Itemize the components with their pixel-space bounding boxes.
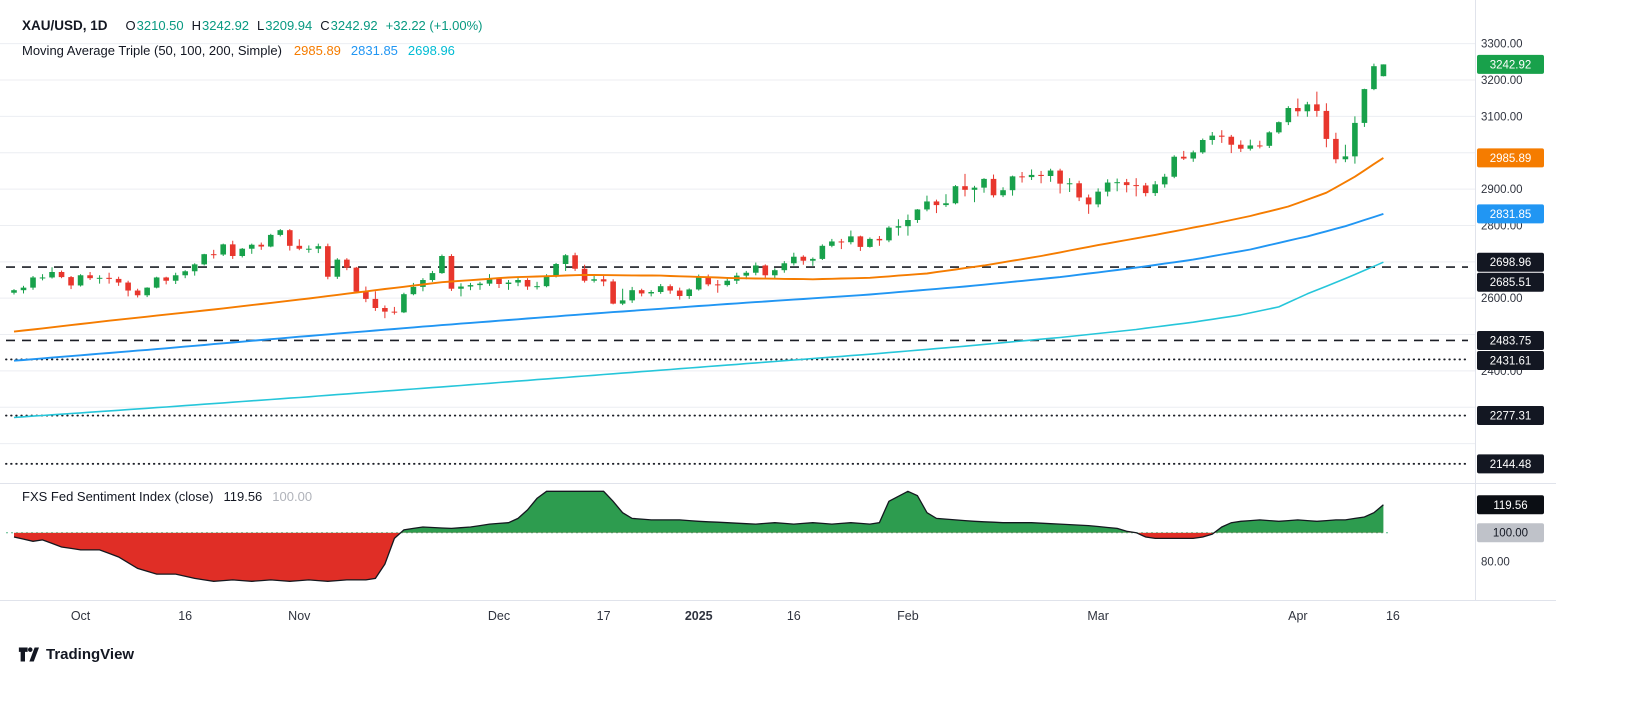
svg-text:2144.48: 2144.48	[1490, 459, 1532, 471]
sentiment-indicator-title[interactable]: FXS Fed Sentiment Index (close)	[22, 489, 214, 504]
sentiment-area-series[interactable]	[6, 490, 1390, 582]
tradingview-logo	[18, 647, 39, 662]
svg-text:2985.89: 2985.89	[1490, 153, 1532, 165]
close-value: 3242.92	[330, 18, 378, 33]
sentiment-badge-100.00: 100.00	[1477, 523, 1544, 543]
axis-frame	[0, 0, 1556, 601]
svg-text:2831.85: 2831.85	[1490, 209, 1532, 221]
time-tick-16: 16	[1386, 609, 1400, 623]
svg-text:100.00: 100.00	[1493, 528, 1528, 540]
price-badge-2685.51: 2685.51	[1477, 272, 1544, 292]
price-axis-label: 2800.00	[1481, 220, 1523, 232]
open-label: O	[125, 18, 136, 33]
svg-text:2685.51: 2685.51	[1490, 277, 1532, 289]
svg-text:2483.75: 2483.75	[1490, 335, 1532, 347]
tradingview-brand-text: TradingView	[46, 646, 135, 663]
svg-text:119.56: 119.56	[1493, 500, 1527, 512]
time-tick-Feb: Feb	[897, 609, 919, 623]
sentiment-badge-119.56: 119.56	[1477, 495, 1544, 515]
symbol-legend-row[interactable]: XAU/USD, 1D O 3210.50 H 3242.92 L 3209.9…	[22, 18, 483, 43]
time-tick-Oct: Oct	[71, 609, 91, 623]
ma50-value: 2985.89	[293, 43, 341, 58]
sentiment-area-negative	[14, 532, 1215, 582]
price-badge-2144.48: 2144.48	[1477, 454, 1544, 474]
ma200-value: 2698.96	[407, 43, 455, 58]
sentiment-base-value: 100.00	[272, 489, 313, 504]
time-tick-Apr: Apr	[1288, 609, 1307, 623]
ma100-value: 2831.85	[350, 43, 398, 58]
horizontal-level-lines[interactable]	[5, 266, 1469, 465]
ma-legend-row[interactable]: Moving Average Triple (50, 100, 200, Sim…	[22, 43, 483, 68]
price-scale[interactable]: 3300.00 3200.00 3100.00 2900.00 2800.00 2600.…	[1477, 39, 1544, 569]
time-tick-16: 16	[178, 609, 192, 623]
time-tick-Nov: Nov	[288, 609, 311, 623]
svg-text:2698.96: 2698.96	[1490, 257, 1532, 269]
price-badge-2985.89: 2985.89	[1477, 148, 1544, 168]
time-tick-Mar: Mar	[1087, 609, 1109, 623]
low-value: 3209.94	[265, 18, 313, 33]
sma200-line[interactable]	[13, 261, 1384, 419]
sma100-line[interactable]	[13, 212, 1384, 362]
price-badge-3242.92: 3242.92	[1477, 54, 1544, 74]
svg-text:2431.61: 2431.61	[1490, 355, 1532, 367]
price-axis-label: 3200.00	[1481, 75, 1523, 87]
symbol-title[interactable]: XAU/USD, 1D	[22, 18, 108, 33]
sentiment-area-positive	[14, 491, 1384, 533]
price-axis-label: 3300.00	[1481, 39, 1523, 51]
close-label: C	[320, 18, 330, 33]
change-value: +32.22 (+1.00%)	[385, 18, 483, 33]
sentiment-legend: FXS Fed Sentiment Index (close) 119.56 1…	[22, 489, 312, 514]
high-label: H	[191, 18, 202, 33]
price-badge-2431.61: 2431.61	[1477, 350, 1544, 370]
candlestick-series[interactable]	[11, 63, 1387, 319]
price-badge-2277.31: 2277.31	[1477, 406, 1544, 426]
svg-text:3242.92: 3242.92	[1490, 59, 1532, 71]
low-label: L	[257, 18, 265, 33]
price-chart-canvas[interactable]: 3300.00 3200.00 3100.00 2900.00 2800.00 2600.…	[0, 0, 1640, 632]
svg-text:2277.31: 2277.31	[1490, 411, 1532, 423]
sentiment-outline	[13, 490, 1384, 582]
time-tick-17: 17	[597, 609, 611, 623]
time-scale[interactable]: Oct 16 Nov Dec 17 2025 16 Feb Mar Apr 16	[71, 609, 1400, 623]
high-value: 3242.92	[202, 18, 250, 33]
price-badge-2831.85: 2831.85	[1477, 204, 1544, 224]
sentiment-value: 119.56	[223, 489, 263, 504]
ma-indicator-title[interactable]: Moving Average Triple (50, 100, 200, Sim…	[22, 43, 282, 58]
price-axis-label: 2900.00	[1481, 184, 1523, 196]
tradingview-brand[interactable]: TradingView	[18, 646, 134, 663]
sma50-line[interactable]	[13, 157, 1384, 333]
main-legend: XAU/USD, 1D O 3210.50 H 3242.92 L 3209.9…	[22, 18, 483, 68]
price-axis-label: 3100.00	[1481, 111, 1523, 123]
grid-lines	[0, 43, 1476, 445]
sentiment-legend-row[interactable]: FXS Fed Sentiment Index (close) 119.56 1…	[22, 489, 312, 514]
sentiment-axis-label: 80.00	[1481, 556, 1510, 568]
open-value: 3210.50	[136, 18, 184, 33]
time-tick-16: 16	[787, 609, 801, 623]
price-axis-label: 2600.00	[1481, 293, 1523, 305]
time-tick-2025: 2025	[685, 609, 713, 623]
price-badge-2483.75: 2483.75	[1477, 330, 1544, 350]
price-badge-2698.96: 2698.96	[1477, 252, 1544, 272]
time-tick-Dec: Dec	[488, 609, 510, 623]
